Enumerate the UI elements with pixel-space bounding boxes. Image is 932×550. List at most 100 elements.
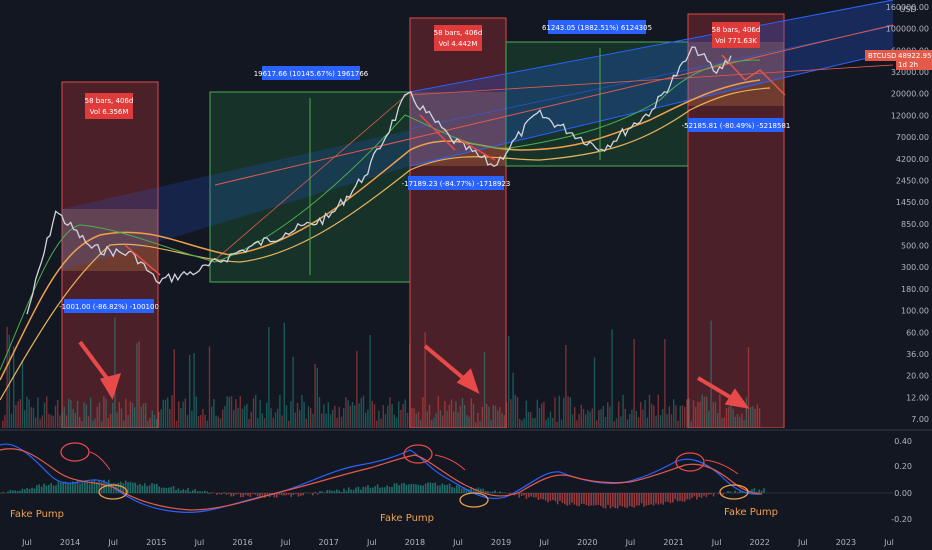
volume-bar <box>413 408 415 428</box>
volume-bar <box>387 405 389 428</box>
time-tick-label: 2019 <box>491 538 511 547</box>
histogram-bar <box>55 485 57 493</box>
histogram-bar <box>405 484 408 493</box>
histogram-bar <box>607 493 609 505</box>
histogram-bar <box>650 493 652 505</box>
cycle1-bars: 58 bars, 406d <box>85 97 134 105</box>
volume-bar <box>142 403 145 428</box>
volume-bar <box>640 402 642 428</box>
volume-bar <box>281 415 283 428</box>
volume-bar <box>112 402 114 428</box>
histogram-bar <box>69 482 72 493</box>
volume-bar <box>65 415 68 428</box>
histogram-bar <box>21 488 24 493</box>
volume-bar <box>642 409 644 428</box>
volume-bar <box>90 397 92 428</box>
histogram-bar <box>362 486 364 493</box>
volume-bar <box>708 410 710 428</box>
volume-bar <box>655 415 657 428</box>
histogram-bar <box>444 484 446 493</box>
volume-bar <box>466 415 468 428</box>
volume-bar <box>477 412 479 428</box>
volume-bar <box>21 360 24 428</box>
volume-bar <box>301 395 303 428</box>
volume-bar <box>290 401 292 428</box>
volume-bar <box>120 408 123 428</box>
volume-bar <box>604 417 607 428</box>
volume-bar <box>461 398 464 428</box>
histogram-bar <box>576 493 578 506</box>
histogram-bar <box>619 493 621 506</box>
histogram-bar <box>705 493 708 498</box>
volume-bar <box>292 356 294 428</box>
histogram-bar <box>463 487 465 493</box>
volume-bar <box>6 326 8 428</box>
histogram-bar <box>547 493 549 503</box>
volume-bar <box>565 345 567 428</box>
histogram-bar <box>494 490 496 493</box>
histogram-bar <box>688 493 691 500</box>
volume-bar <box>114 317 116 428</box>
volume-bar <box>162 399 164 428</box>
volume-bar <box>532 418 534 428</box>
volume-bar <box>644 399 646 428</box>
volume-bar <box>750 407 752 428</box>
histogram-bar <box>595 493 597 506</box>
volume-bar <box>224 406 226 428</box>
histogram-bar <box>446 484 448 493</box>
volume-bar <box>24 410 26 428</box>
histogram-bar <box>499 491 501 493</box>
histogram-bar <box>436 485 439 493</box>
volume-bar <box>519 418 521 428</box>
time-tick-label: 2016 <box>232 538 252 547</box>
time-tick-label: Jul <box>711 538 722 547</box>
histogram-bar <box>492 491 494 493</box>
volume-bar <box>175 420 178 428</box>
histogram-bar <box>592 493 595 506</box>
histogram-bar <box>429 482 432 493</box>
histogram-bar <box>660 493 662 504</box>
volume-bar <box>679 406 681 428</box>
time-tick-label: Jul <box>625 538 636 547</box>
histogram-bar <box>441 483 444 493</box>
volume-bar <box>706 396 708 428</box>
volume-bar <box>611 329 613 428</box>
histogram-bar <box>561 493 564 503</box>
histogram-bar <box>254 493 256 495</box>
histogram-bar <box>540 493 542 499</box>
histogram-bar <box>297 493 300 497</box>
volume-bar <box>57 400 59 428</box>
histogram-bar <box>300 493 302 496</box>
histogram-bar <box>427 482 429 493</box>
volume-bar <box>629 414 631 428</box>
histogram-bar <box>669 493 672 504</box>
volume-bar <box>523 418 525 428</box>
histogram-bar <box>396 483 398 493</box>
volume-bar <box>494 405 497 428</box>
volume-bar <box>415 413 417 428</box>
histogram-bar <box>453 487 456 493</box>
volume-bar <box>369 335 371 428</box>
volume-bar <box>512 372 514 428</box>
histogram-bar <box>240 493 242 498</box>
histogram-bar <box>528 493 530 498</box>
volume-bar <box>591 408 593 428</box>
price-tick-label: 500.00 <box>901 242 929 251</box>
volume-bar <box>92 420 94 428</box>
volume-bar <box>633 339 635 428</box>
volume-bar <box>336 417 338 428</box>
orange-zone-2014 <box>62 209 158 271</box>
volume-bar <box>662 409 664 428</box>
volume-bar <box>125 398 127 428</box>
volume-bar <box>373 404 376 428</box>
volume-bar <box>497 410 499 428</box>
histogram-bar <box>760 490 763 493</box>
annotation-labels: 58 bars, 406d Vol 6.356M 19617.66 (10145… <box>59 20 790 313</box>
histogram-bar <box>273 493 276 498</box>
cycle1-rise: 19617.66 (10145.67%) 1961766 <box>254 70 369 78</box>
histogram-bar <box>367 485 369 493</box>
volume-bar <box>382 405 384 428</box>
volume-bar <box>567 396 569 428</box>
volume-bar <box>692 400 695 428</box>
volume-bar <box>501 412 503 428</box>
